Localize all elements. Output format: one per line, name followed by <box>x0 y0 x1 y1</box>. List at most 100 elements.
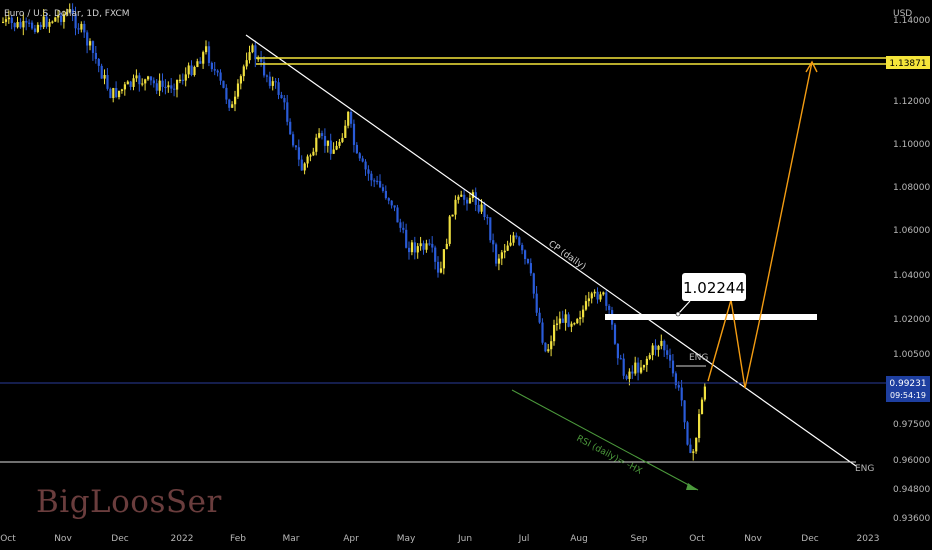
candle-body <box>425 243 428 250</box>
candle-body <box>94 52 97 59</box>
eng-top-label: ENG <box>689 353 708 363</box>
candle-body <box>622 358 625 376</box>
price-tick-label: 1.12000 <box>893 97 930 107</box>
candle-body <box>608 305 611 311</box>
candle-body <box>219 72 222 81</box>
candle-body <box>587 298 590 302</box>
candle-body <box>384 190 387 199</box>
candle-body <box>239 76 242 84</box>
candle-body <box>22 20 25 28</box>
candle-body <box>100 65 103 79</box>
time-tick-label: Feb <box>230 534 246 544</box>
candle-body <box>613 324 617 344</box>
callout-pointer <box>677 300 691 315</box>
candle-body <box>460 194 463 197</box>
candle-body <box>651 345 654 356</box>
candle-body <box>332 149 335 154</box>
candle-body <box>637 362 640 373</box>
rsi-divergence-arrow[interactable] <box>511 389 699 491</box>
candle-body <box>570 323 573 327</box>
candle-body <box>222 80 225 88</box>
candle-body <box>251 45 254 53</box>
last-price-text: 0.99231 <box>889 379 926 389</box>
candle-body <box>303 163 306 171</box>
candle-body <box>602 292 605 295</box>
candle-body <box>176 80 179 90</box>
candle-body <box>468 197 472 204</box>
candle-body <box>86 32 89 46</box>
price-tick-label: 1.08000 <box>893 183 930 193</box>
countdown-text: 09:54:19 <box>890 391 926 400</box>
projection-path[interactable] <box>707 61 813 389</box>
candle-body <box>161 80 164 87</box>
candle-body <box>573 323 576 325</box>
candle-body <box>442 249 445 269</box>
price-callout-box[interactable] <box>682 273 746 301</box>
candle-body <box>503 250 506 253</box>
candle-body <box>486 217 489 219</box>
candle-body <box>355 144 358 154</box>
candle-body <box>500 252 503 259</box>
candle-body <box>16 22 19 28</box>
candle-body <box>480 204 483 212</box>
candle-body <box>306 156 309 164</box>
candle-body <box>477 204 480 212</box>
candle-body <box>677 385 680 388</box>
candle-body <box>524 250 527 260</box>
candle-body <box>645 358 648 365</box>
candle-body <box>170 85 173 89</box>
candle-body <box>492 240 495 245</box>
candle-body <box>338 141 341 146</box>
candle-body <box>152 80 155 84</box>
candle-body <box>413 242 416 253</box>
candle-body <box>657 345 660 350</box>
price-tick-label: 0.96000 <box>893 456 930 466</box>
target-level-bar[interactable] <box>605 314 817 320</box>
candle-body <box>144 79 147 84</box>
candle-body <box>207 46 211 63</box>
time-tick-label: 2022 <box>171 534 194 544</box>
candle-body <box>381 187 385 191</box>
candle-body <box>593 291 596 294</box>
candle-body <box>576 319 579 324</box>
time-axis[interactable]: Oct Nov Dec 2022 Feb Mar Apr May Jun Jul Aug Sep Oct… <box>0 534 879 544</box>
last-price-badge <box>886 376 930 402</box>
candle-body <box>619 358 622 360</box>
candle-body <box>463 194 466 200</box>
candle-body <box>228 99 231 108</box>
resistance-badge-text: 1.13871 <box>889 59 926 69</box>
candle-body <box>248 52 251 61</box>
candle-body <box>326 140 329 146</box>
candle-body <box>434 247 437 262</box>
candle-body <box>315 137 318 152</box>
candle-body <box>112 88 115 98</box>
time-tick-label: Sep <box>631 534 648 544</box>
candle-body <box>335 145 338 150</box>
candle-body <box>205 46 208 53</box>
candle-body <box>210 62 213 70</box>
callout-anchor <box>675 311 681 317</box>
candle-body <box>544 342 547 352</box>
time-tick-label: Aug <box>570 534 588 544</box>
candle-body <box>698 414 701 438</box>
downtrend-line[interactable] <box>245 34 857 467</box>
price-axis[interactable]: 1.14000 1.12000 1.10000 1.08000 1.06000 1.040… <box>893 16 930 524</box>
candle-body <box>80 23 83 30</box>
price-tick-label: 0.94800 <box>893 485 930 495</box>
candle-body <box>370 173 373 181</box>
candle-body <box>268 76 271 86</box>
candle-body <box>454 199 457 215</box>
eng-bottom-label: ENG <box>855 464 874 474</box>
candle-body <box>51 21 54 23</box>
candle-body <box>529 263 532 274</box>
candle-body <box>408 247 411 253</box>
candles <box>2 3 706 461</box>
candle-body <box>245 60 248 67</box>
rsi-arrow-head <box>686 483 698 490</box>
time-tick-label: Jun <box>457 534 472 544</box>
candle-body <box>77 28 80 30</box>
candle-body <box>106 74 109 89</box>
candle-body <box>91 41 95 53</box>
candle-body <box>309 155 312 157</box>
